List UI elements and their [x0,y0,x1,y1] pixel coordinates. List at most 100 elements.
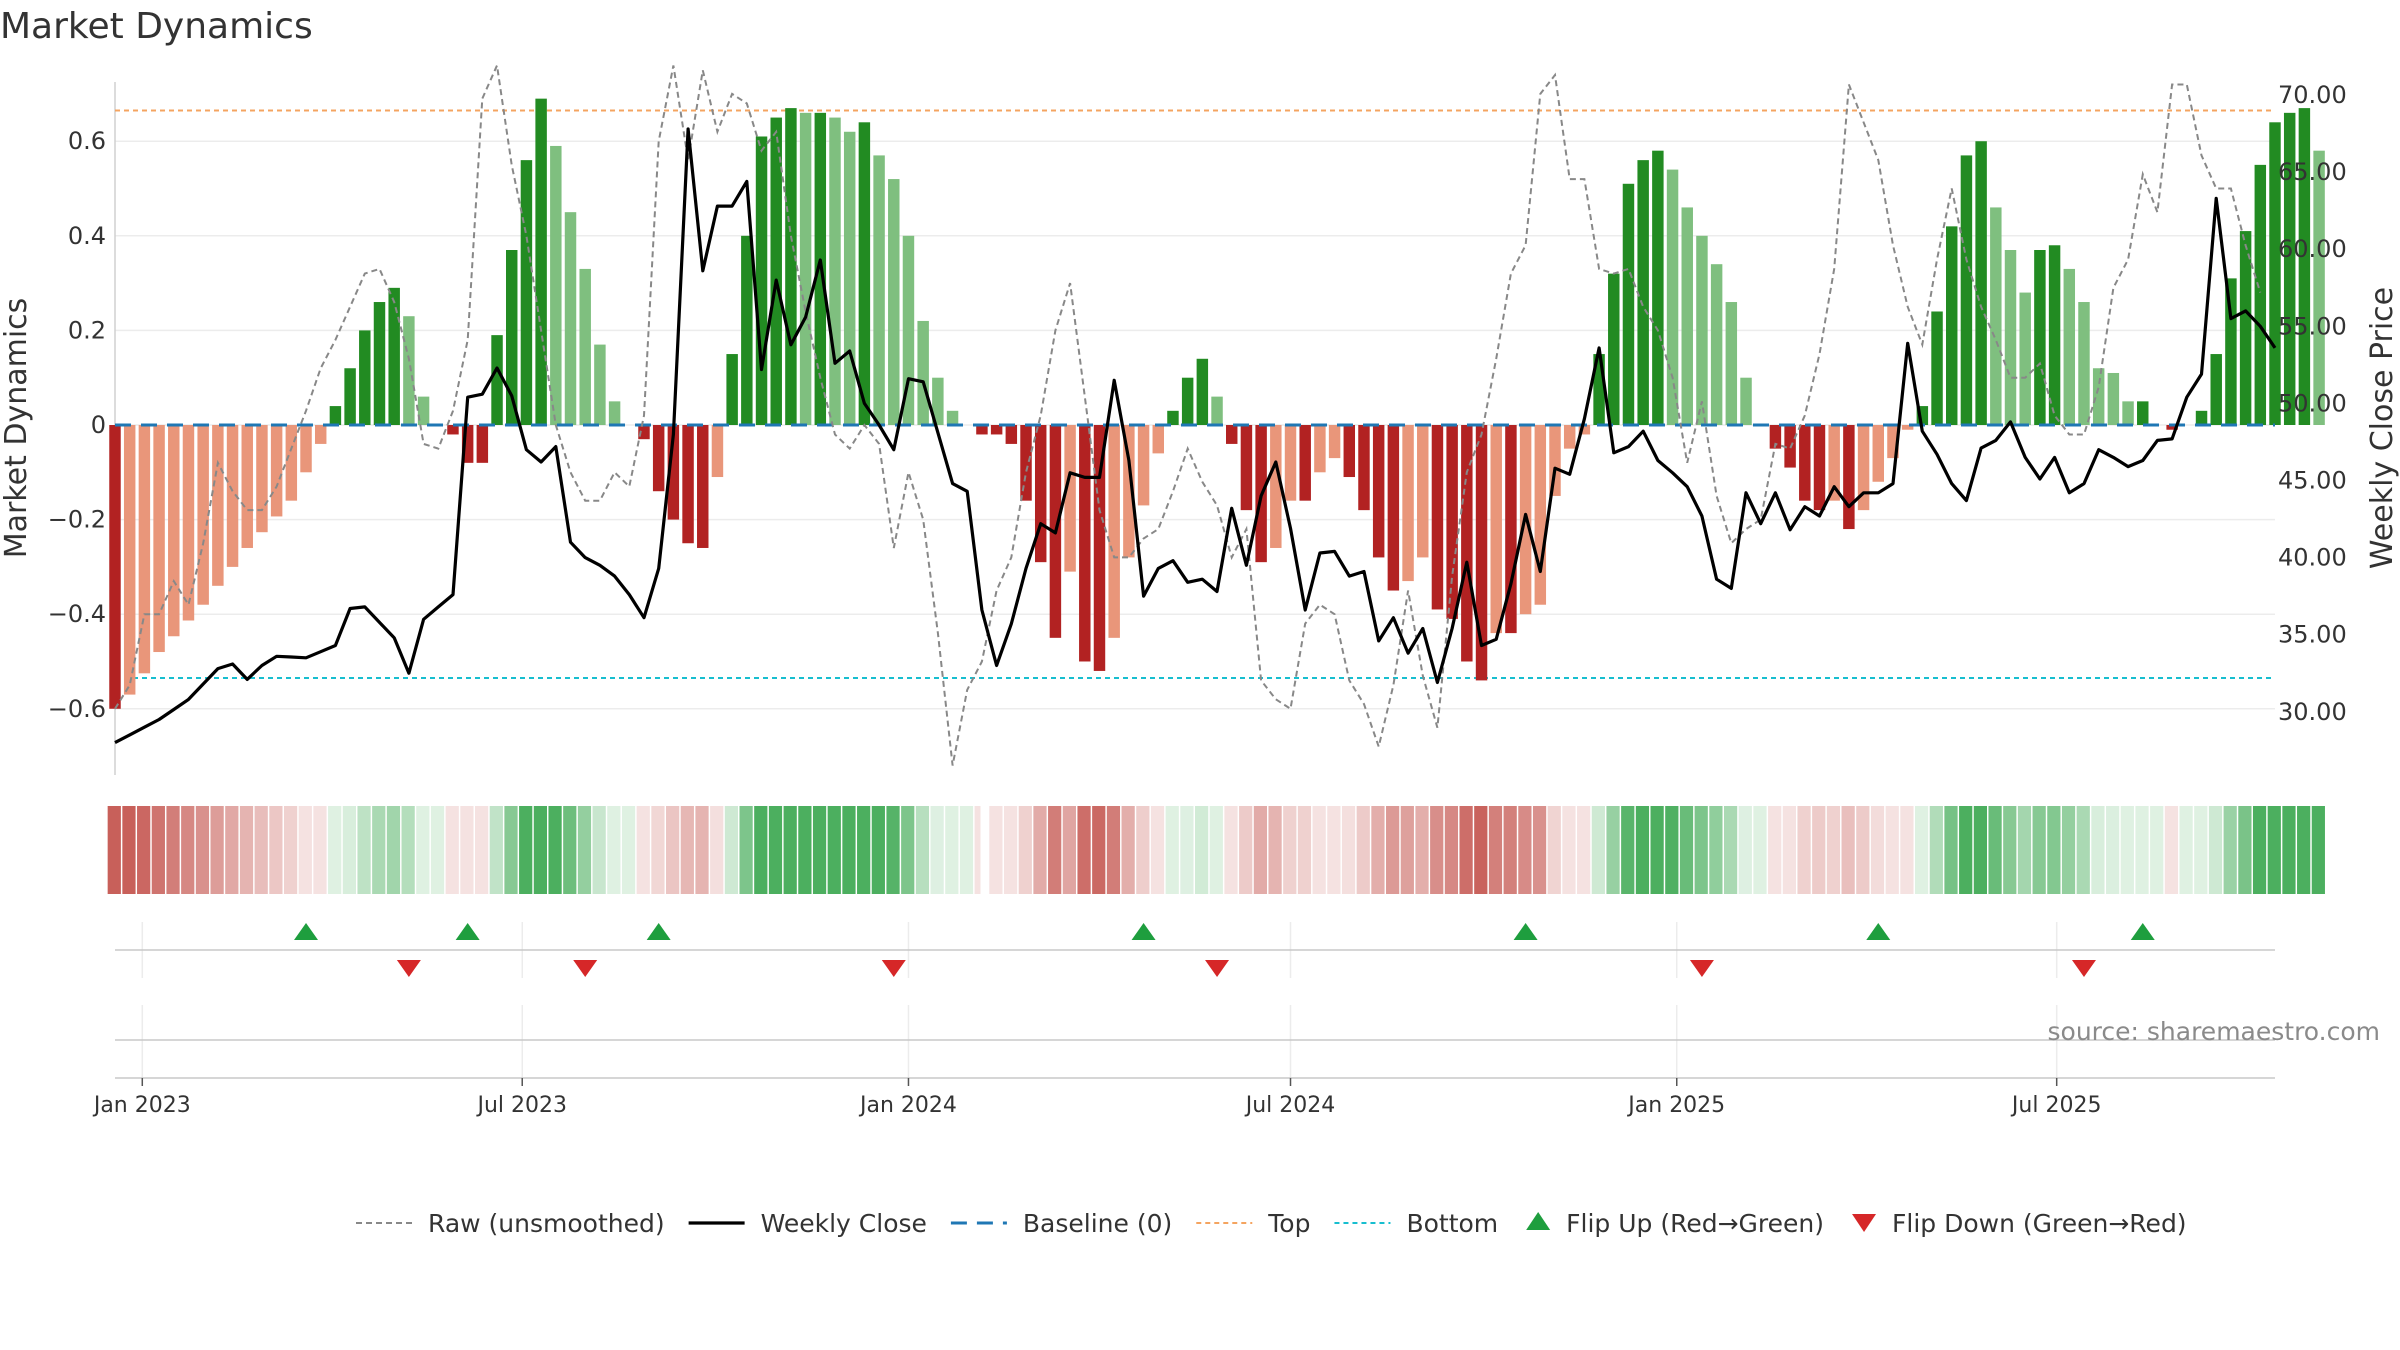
dynamics-bar [109,425,121,709]
regime-cell [857,806,871,894]
regime-cell [680,806,694,894]
regime-cell [2061,806,2076,894]
dynamics-bar [1431,425,1444,610]
dynamics-bar [520,160,533,425]
right-tick-label: 40.00 [2278,544,2347,572]
right-tick-label: 60.00 [2278,235,2347,263]
dynamics-bar [1093,425,1106,671]
left-tick-label: −0.2 [48,506,106,534]
regime-cell [1268,806,1282,894]
dynamics-bar [799,112,812,426]
dynamics-bar [579,268,591,425]
regime-cell [607,806,621,894]
dynamics-bar [946,410,959,425]
dynamics-bar [1446,425,1458,619]
dynamics-bar [1813,425,1826,511]
regime-cell [2252,806,2267,894]
dynamics-bar [1343,425,1356,478]
dynamics-bar [1637,160,1649,425]
legend: Raw (unsmoothed) Weekly Close Baseline (0)… [356,1209,2187,1238]
regime-cell [1165,806,1179,894]
dynamics-bar [1534,425,1547,605]
regime-cell [2135,806,2149,894]
dynamics-bar [285,425,298,501]
regime-cell [2238,806,2252,894]
regime-cell [798,806,812,894]
dynamics-bar [638,425,650,440]
date-tick-label: Jul 2024 [1244,1093,1336,1118]
dynamics-bar [447,425,459,435]
dynamics-bar [1622,183,1635,425]
regime-cell [945,806,959,894]
dynamics-bar [697,425,709,548]
dynamics-bar [1181,377,1194,425]
regime-cell [1341,806,1356,894]
legend-label: Flip Down (Green→Red) [1892,1209,2187,1238]
dynamics-bar [652,425,665,492]
regime-cell [1415,806,1429,894]
regime-cell [1562,806,1576,894]
regime-cell [1180,806,1194,894]
dynamics-bar [1417,425,1429,558]
dynamics-bar [1593,354,1605,425]
regime-cell [1709,806,1723,894]
regime-cell [1018,806,1032,894]
regime-cell [254,806,268,894]
regime-cell [195,806,210,894]
dynamics-bar [770,117,782,425]
dynamics-bar [359,330,371,425]
dynamics-bar [785,108,797,426]
dynamics-bar [682,425,694,544]
dynamics-bar [1857,425,1870,511]
regime-cell [519,806,533,894]
regime-cell [1077,806,1091,894]
raw-line [114,61,2262,766]
regime-cell [2120,806,2134,894]
regime-cell [533,806,547,894]
regime-cell [1915,806,1929,894]
dynamics-bar [564,212,577,425]
regime-cell [886,806,900,894]
flip-up-marker [1131,923,1156,940]
regime-cell [1150,806,1165,894]
regime-cell [1532,806,1547,894]
right-axis-label: Weekly Close Price [2365,287,2400,569]
regime-cell [1679,806,1694,894]
regime-cell [695,806,709,894]
dynamics-bar [873,155,885,426]
regime-cell [651,806,665,894]
legend-label: Raw (unsmoothed) [428,1209,665,1238]
flip-down-marker [396,960,421,977]
dynamics-bar [1314,425,1326,473]
dynamics-bar [241,425,253,548]
dynamics-bar [476,425,489,463]
dynamics-bar [256,425,268,533]
regime-cell [2179,806,2193,894]
dynamics-bar [976,425,988,435]
right-tick-label: 35.00 [2278,621,2347,649]
regime-cell [1503,806,1517,894]
legend-label: Bottom [1406,1209,1498,1238]
regime-cell [1577,806,1591,894]
regime-cell [2076,806,2090,894]
dynamics-bar [1666,169,1679,425]
regime-cell [1900,806,1914,894]
dynamics-bar [2239,231,2252,425]
dynamics-bar [1769,425,1782,449]
regime-cell [1944,806,1958,894]
regime-cell [328,806,342,894]
regime-cell [1474,806,1488,894]
dynamics-bar [1710,264,1723,425]
dynamics-bars [109,98,2325,709]
dynamics-bar [2137,401,2149,425]
regime-cell [1062,806,1076,894]
regime-cell [577,806,592,894]
regime-cell [181,806,195,894]
dynamics-bar [2225,278,2237,425]
dynamics-bar [843,131,856,425]
dynamics-bar [902,235,915,425]
regime-cell [1106,806,1121,894]
dynamics-bar [373,302,386,425]
regime-cell [1092,806,1106,894]
dynamics-bar [1901,425,1914,430]
